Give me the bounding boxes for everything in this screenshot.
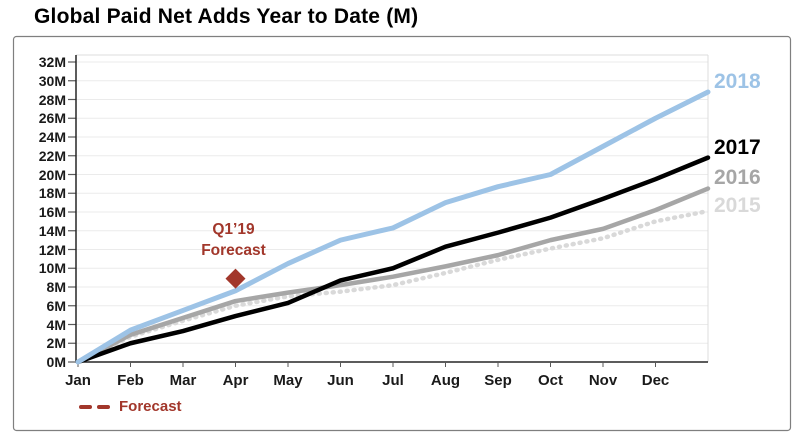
y-axis-label: 0M <box>46 354 66 370</box>
x-axis-label: Jul <box>382 372 404 389</box>
x-axis-label: Jun <box>327 372 354 389</box>
y-axis-label: 20M <box>38 166 66 183</box>
x-axis-label: Feb <box>117 372 144 389</box>
series-line-2018 <box>75 89 711 365</box>
x-axis-label: Mar <box>169 372 197 389</box>
x-axis-label: Jan <box>65 372 91 389</box>
y-axis-label: 14M <box>38 222 66 239</box>
x-axis-label: Sep <box>484 372 512 389</box>
forecast-dash-icon <box>97 405 110 409</box>
y-axis-label: 32M <box>38 54 66 70</box>
y-axis-label: 8M <box>46 279 66 295</box>
series-line-2017 <box>75 155 711 365</box>
y-axis-label: 10M <box>38 260 66 277</box>
series-label-2015: 2015 <box>714 194 761 218</box>
forecast-diamond-marker <box>225 268 246 289</box>
series-line-2015 <box>75 208 711 365</box>
legend: Forecast <box>79 398 182 416</box>
x-axis-label: Aug <box>430 372 461 389</box>
y-axis-label: 16M <box>38 204 66 220</box>
series-label-2017: 2017 <box>714 135 761 159</box>
series-line-2016 <box>75 186 711 365</box>
y-axis-label: 18M <box>38 185 66 202</box>
y-axis-label: 4M <box>46 316 66 333</box>
x-axis-label: Apr <box>222 372 249 389</box>
x-axis-label: May <box>273 372 303 389</box>
forecast-annotation: Q1’19 Forecast <box>172 219 296 261</box>
y-axis-label: 24M <box>38 129 66 145</box>
x-axis-label: Oct <box>537 372 563 389</box>
chart-title: Global Paid Net Adds Year to Date (M) <box>34 5 419 28</box>
series-label-2018: 2018 <box>714 70 761 93</box>
y-axis-label: 28M <box>38 91 66 108</box>
y-axis-label: 26M <box>38 110 66 127</box>
y-axis-label: 6M <box>46 297 66 314</box>
legend-label: Forecast <box>119 398 182 415</box>
y-axis-label: 12M <box>38 241 66 258</box>
forecast-annotation-line2: Forecast <box>201 242 266 259</box>
forecast-dash-icon <box>79 405 92 409</box>
x-axis-label: Dec <box>641 372 670 389</box>
y-axis-label: 2M <box>46 335 66 352</box>
y-axis-label: 30M <box>38 72 66 89</box>
figure-border <box>12 35 792 432</box>
forecast-annotation-line1: Q1’19 <box>212 221 255 238</box>
series-label-2016: 2016 <box>714 165 761 189</box>
x-axis-label: Nov <box>588 372 618 389</box>
y-axis-label: 22M <box>38 147 66 164</box>
